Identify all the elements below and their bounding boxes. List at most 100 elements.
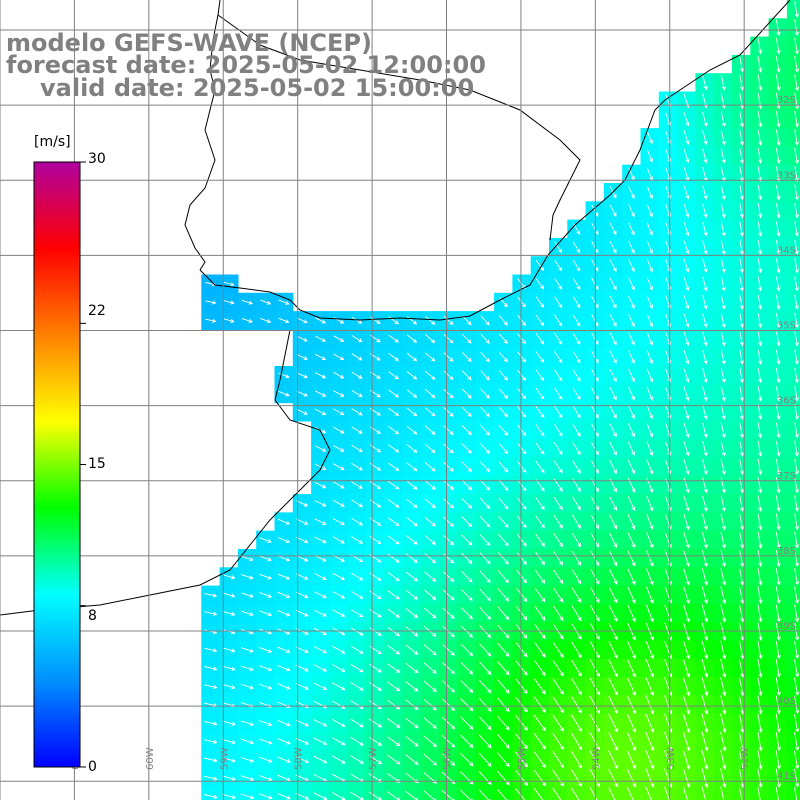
wind-arrow	[571, 605, 582, 622]
wind-arrow	[775, 37, 781, 55]
wind-arrow	[460, 698, 474, 712]
wind-arrow	[720, 258, 726, 274]
wind-arrow	[423, 698, 437, 711]
wind-arrow	[794, 768, 800, 788]
wind-arrow	[571, 732, 582, 751]
wind-arrow	[240, 756, 255, 763]
wind-arrow	[702, 331, 708, 347]
wind-cell	[603, 786, 623, 800]
wind-arrow	[794, 495, 799, 512]
wind-arrow	[406, 425, 418, 435]
coastline	[0, 0, 791, 616]
wind-cell	[494, 786, 513, 800]
wind-cell	[713, 786, 733, 800]
wind-arrow	[720, 240, 726, 255]
wind-arrow	[535, 314, 545, 327]
wind-arrow	[259, 610, 273, 617]
wind-arrow	[775, 459, 781, 476]
wind-arrow	[461, 552, 473, 564]
wind-arrow	[609, 514, 618, 530]
wind-arrow	[589, 695, 600, 714]
wind-arrow	[406, 535, 418, 545]
wind-arrow	[646, 405, 654, 420]
wind-arrow	[757, 367, 763, 384]
wind-arrow	[571, 641, 582, 659]
wind-arrow	[406, 444, 418, 453]
wind-arrow	[388, 407, 400, 416]
wind-arrow	[387, 644, 401, 655]
wind-arrow	[720, 459, 726, 475]
wind-arrow	[739, 422, 745, 439]
wind-arrow	[645, 695, 655, 715]
wind-arrow	[535, 296, 545, 308]
wind-arrow	[646, 550, 654, 567]
wind-arrow	[609, 241, 617, 254]
wind-arrow	[515, 660, 528, 676]
wind-arrow	[205, 318, 217, 323]
wind-arrow	[720, 713, 727, 734]
wind-arrow	[442, 516, 455, 527]
wind-arrow	[572, 442, 581, 456]
wind-arrow	[794, 422, 799, 439]
wind-arrow	[258, 756, 273, 763]
wind-arrow	[628, 259, 635, 273]
wind-cell	[786, 219, 800, 239]
wind-arrow	[278, 390, 290, 397]
wind-arrow	[757, 386, 763, 402]
wind-arrow	[608, 659, 618, 678]
wind-arrow	[387, 535, 400, 545]
wind-arrow	[683, 350, 690, 365]
wind-arrow	[682, 713, 691, 733]
wind-arrow	[554, 387, 563, 400]
wind-arrow	[296, 335, 308, 342]
wind-arrow	[757, 184, 763, 201]
wind-arrow	[589, 732, 600, 751]
wind-arrow	[296, 354, 308, 360]
wind-arrow	[331, 755, 346, 764]
wind-arrow	[627, 550, 636, 567]
wind-arrow	[701, 695, 709, 715]
wind-arrow	[776, 422, 781, 439]
wind-arrow	[627, 586, 636, 604]
wind-arrow	[406, 462, 418, 472]
model-title: modelo GEFS-WAVE (NCEP)	[6, 29, 372, 57]
wind-arrow	[241, 555, 254, 562]
wind-arrow	[515, 642, 528, 658]
wind-cell	[786, 329, 800, 349]
wind-arrow	[552, 696, 564, 714]
colorbar-tick-label: 15	[88, 456, 106, 472]
wind-arrow	[645, 659, 655, 678]
wind-arrow	[609, 368, 617, 383]
wind-arrow	[460, 588, 473, 601]
wind-arrow	[369, 499, 382, 508]
wind-arrow	[739, 56, 745, 73]
wind-arrow	[442, 498, 455, 509]
wind-arrow	[442, 662, 456, 675]
wind-arrow	[461, 443, 472, 454]
wind-arrow	[424, 534, 437, 546]
wind-arrow	[333, 390, 345, 397]
wind-arrow	[368, 700, 383, 710]
wind-arrow	[388, 334, 399, 343]
wind-arrow	[258, 720, 273, 727]
wind-arrow	[683, 240, 690, 255]
wind-arrow	[608, 641, 618, 659]
wind-arrow	[702, 313, 708, 328]
wind-arrow	[498, 315, 508, 326]
wind-arrow	[609, 441, 617, 456]
wind-arrow	[534, 678, 546, 695]
wind-arrow	[720, 203, 726, 219]
wind-arrow	[794, 294, 799, 310]
wind-arrow	[701, 513, 708, 531]
wind-arrow	[497, 679, 510, 694]
wind-arrow	[609, 204, 617, 217]
wind-arrow	[515, 733, 528, 750]
wind-arrow	[720, 604, 727, 623]
wind-arrow	[646, 441, 654, 456]
wind-arrow	[664, 786, 670, 800]
wind-arrow	[369, 608, 382, 618]
wind-arrow	[222, 738, 236, 745]
wind-arrow	[405, 790, 419, 800]
wind-arrow	[626, 731, 637, 752]
wind-arrow	[516, 606, 528, 621]
